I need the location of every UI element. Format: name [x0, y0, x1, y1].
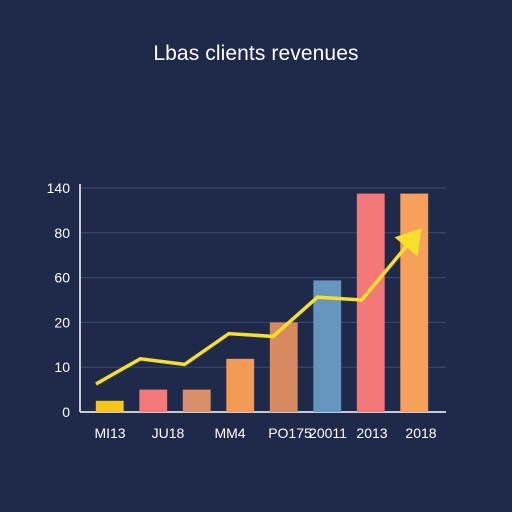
bar	[182, 389, 211, 412]
y-tick-label: 140	[47, 180, 71, 196]
trend-arrow-head	[394, 228, 422, 257]
x-tick-label: MM4	[214, 425, 245, 441]
x-tick-label: 20011	[309, 425, 347, 441]
x-tick-label: JU18	[152, 425, 185, 441]
trend-line	[95, 241, 412, 386]
x-tick-label: 2013	[356, 425, 387, 441]
x-tick-label: PO175	[268, 425, 312, 441]
bar	[226, 358, 255, 412]
y-tick-label: 80	[54, 225, 70, 241]
bar	[400, 193, 429, 412]
bar	[356, 193, 385, 412]
x-tick-label: 2018	[405, 425, 436, 441]
y-tick-label: 60	[54, 270, 70, 286]
y-tick-label: 20	[54, 314, 70, 330]
y-tick-label: 0	[62, 404, 70, 420]
chart-title: Lbas clients revenues	[153, 42, 359, 65]
y-tick-label: 10	[54, 359, 70, 375]
x-tick-label: MI13	[94, 425, 125, 441]
bar	[139, 389, 168, 412]
bar	[95, 400, 124, 412]
bar	[313, 280, 342, 412]
